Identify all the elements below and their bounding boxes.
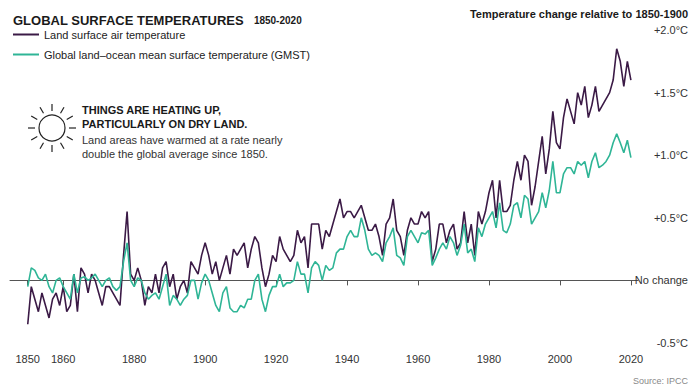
svg-text:1980: 1980 bbox=[477, 353, 501, 365]
svg-text:1920: 1920 bbox=[264, 353, 288, 365]
svg-text:double the global average sinc: double the global average since 1850. bbox=[82, 148, 268, 160]
svg-text:1940: 1940 bbox=[335, 353, 359, 365]
svg-text:+1.5°C: +1.5°C bbox=[654, 87, 688, 99]
svg-text:1860: 1860 bbox=[51, 353, 75, 365]
svg-text:1850-2020: 1850-2020 bbox=[254, 15, 302, 26]
svg-text:GLOBAL SURFACE TEMPERATURES: GLOBAL SURFACE TEMPERATURES bbox=[13, 13, 244, 28]
svg-text:Land areas have warmed at a ra: Land areas have warmed at a rate nearly bbox=[82, 134, 283, 146]
svg-text:-0.5°C: -0.5°C bbox=[657, 337, 688, 349]
svg-text:1900: 1900 bbox=[193, 353, 217, 365]
svg-text:1850: 1850 bbox=[15, 353, 39, 365]
svg-text:1960: 1960 bbox=[406, 353, 430, 365]
svg-text:THINGS ARE HEATING UP,: THINGS ARE HEATING UP, bbox=[82, 104, 221, 116]
svg-text:+0.5°C: +0.5°C bbox=[654, 212, 688, 224]
svg-text:2000: 2000 bbox=[548, 353, 572, 365]
svg-text:PARTICULARLY ON DRY LAND.: PARTICULARLY ON DRY LAND. bbox=[82, 118, 247, 130]
svg-text:1880: 1880 bbox=[122, 353, 146, 365]
svg-text:Global land–ocean mean surface: Global land–ocean mean surface temperatu… bbox=[44, 49, 310, 61]
svg-text:Temperature change relative to: Temperature change relative to 1850-1900 bbox=[470, 8, 688, 20]
svg-text:2020: 2020 bbox=[619, 353, 643, 365]
svg-text:Land surface air temperature: Land surface air temperature bbox=[44, 29, 185, 41]
svg-text:Source: IPCC: Source: IPCC bbox=[633, 376, 689, 386]
svg-text:No change: No change bbox=[635, 274, 688, 286]
svg-text:+2.0°C: +2.0°C bbox=[654, 24, 688, 36]
svg-text:+1.0°C: +1.0°C bbox=[654, 149, 688, 161]
